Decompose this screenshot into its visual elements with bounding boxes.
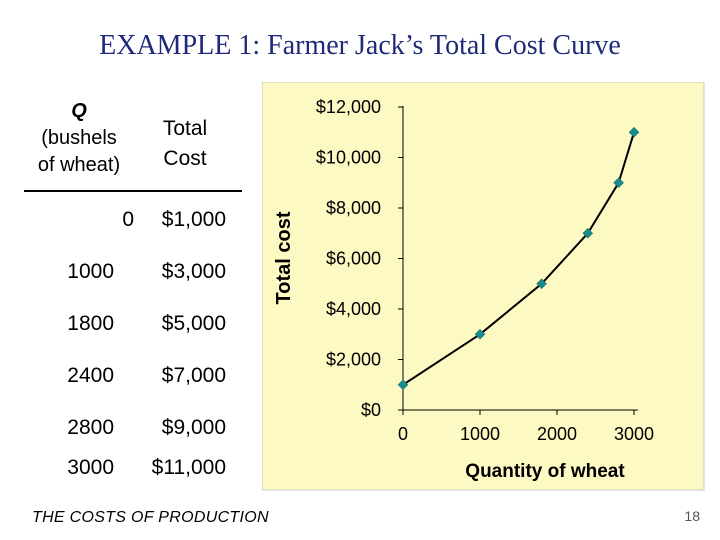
table-cell-total-cost: $3,000 [161, 260, 226, 283]
total-cost-header-line-2: Cost [163, 147, 207, 170]
data-markers [397, 126, 640, 391]
table-cell-total-cost: $1,000 [161, 208, 226, 231]
table-cell-quantity: 2400 [67, 364, 114, 387]
total-cost-chart: $0 $2,000 $4,000 $6,000 $8,000 $10,000 $12,000… [262, 82, 705, 491]
table-cell-total-cost: $5,000 [161, 312, 226, 335]
data-point-marker [397, 379, 409, 391]
table-cell-quantity: 1800 [67, 312, 114, 335]
footer-text: THE COSTS OF PRODUCTION [32, 509, 269, 526]
x-axis: 0 1000 2000 3000 [398, 410, 654, 444]
y-tick-label: $0 [361, 400, 381, 420]
table-cell-quantity: 3000 [67, 456, 114, 479]
data-point-marker [582, 227, 594, 239]
slide-title: EXAMPLE 1: Farmer Jack’s Total Cost Curv… [99, 30, 621, 61]
data-point-marker [613, 177, 624, 189]
table-cell-total-cost: $9,000 [161, 416, 226, 439]
y-axis: $0 $2,000 $4,000 $6,000 $8,000 $10,000 $12,000 [316, 97, 403, 420]
total-cost-line [402, 132, 635, 386]
x-axis-label: Quantity of wheat [465, 461, 625, 482]
quantity-unit-line-1: (bushels [41, 127, 117, 149]
table-header-total-cost: Total Cost [144, 114, 226, 174]
chart-background [262, 82, 705, 491]
x-tick-label: 1000 [460, 424, 500, 444]
table-cell-total-cost: $11,000 [151, 456, 226, 479]
quantity-unit-line-2: of wheat) [37, 154, 121, 176]
y-tick-label: $4,000 [326, 299, 381, 319]
x-tick-label: 0 [398, 424, 408, 444]
table-cell-quantity: 2800 [67, 416, 114, 439]
data-point-marker [474, 328, 486, 340]
y-tick-label: $10,000 [316, 148, 381, 168]
table-cell-quantity: 0 [122, 208, 134, 231]
table-cell-quantity: 1000 [67, 260, 114, 283]
table-cell-total-cost: $7,000 [161, 364, 226, 387]
table-header-quantity: Q (bushels of wheat) [22, 98, 136, 179]
table-header-divider [24, 190, 242, 192]
page-number: 18 [684, 508, 700, 524]
x-tick-label: 2000 [537, 424, 577, 444]
x-tick-label: 3000 [614, 424, 654, 444]
y-tick-label: $8,000 [326, 198, 381, 218]
y-tick-label: $2,000 [326, 350, 381, 370]
data-point-marker [536, 278, 547, 290]
y-tick-label: $12,000 [316, 97, 381, 117]
total-cost-header-line-1: Total [162, 117, 208, 140]
y-axis-label: Total cost [273, 211, 295, 304]
quantity-symbol: Q [71, 100, 87, 122]
y-tick-label: $6,000 [326, 249, 381, 269]
data-point-marker [628, 126, 640, 138]
